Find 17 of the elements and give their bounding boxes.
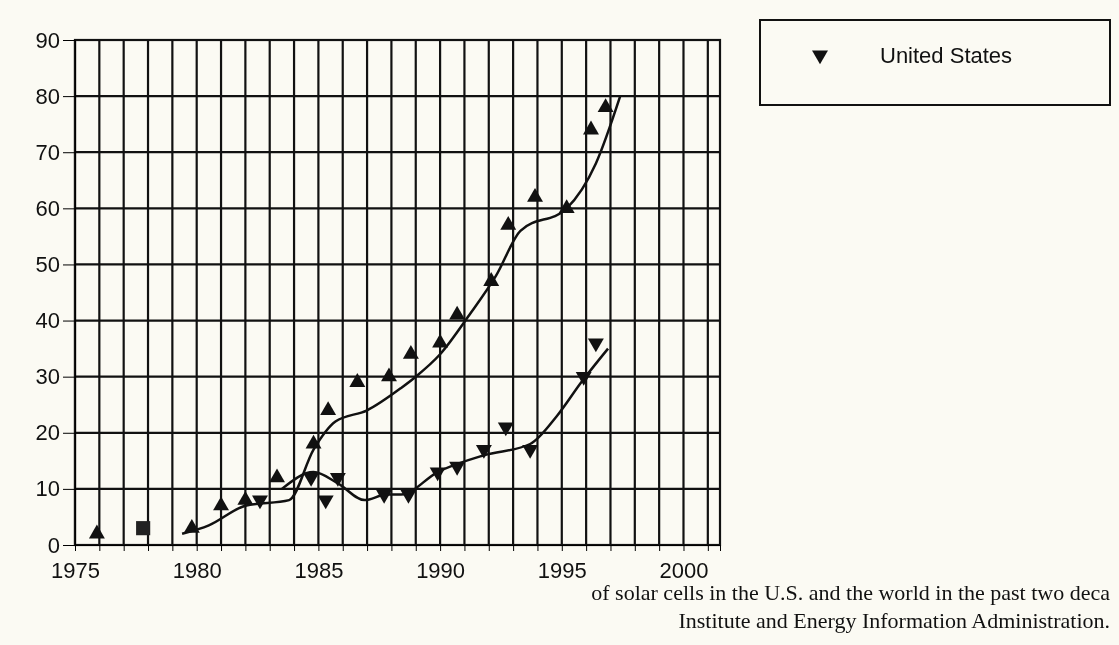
y-tick-label: 0 bbox=[47, 532, 60, 558]
x-tick-label: 1975 bbox=[51, 558, 100, 584]
y-tick-label: 40 bbox=[35, 308, 60, 334]
text: Institute and Energy Information Administration. bbox=[678, 608, 1110, 633]
y-tick-label: 10 bbox=[35, 476, 60, 502]
y-tick-label: 80 bbox=[35, 83, 60, 109]
x-tick-label: 1985 bbox=[294, 558, 344, 584]
y-tick-label: 20 bbox=[35, 420, 60, 446]
y-tick-label: 70 bbox=[35, 139, 60, 165]
y-tick-label: 30 bbox=[35, 364, 60, 390]
x-tick-label: 1980 bbox=[172, 558, 222, 584]
x-tick-label: 1990 bbox=[416, 558, 466, 584]
legend-label: United States bbox=[880, 43, 1013, 68]
y-tick-label: 60 bbox=[35, 195, 60, 221]
y-tick-label: 50 bbox=[35, 251, 60, 277]
y-tick-label: 90 bbox=[35, 27, 60, 53]
x-tick-label: 1995 bbox=[537, 558, 587, 584]
